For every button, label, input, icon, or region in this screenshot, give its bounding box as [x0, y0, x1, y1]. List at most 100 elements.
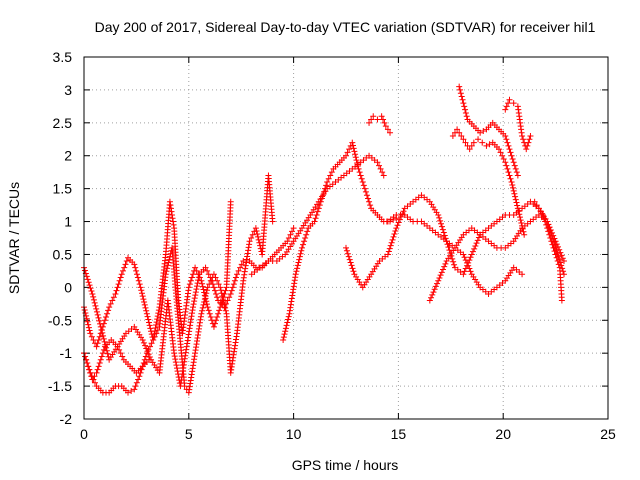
- data-point: [134, 274, 141, 281]
- data-point: [558, 252, 565, 259]
- data-point: [512, 193, 519, 200]
- data-point: [468, 251, 475, 258]
- data-point: [133, 267, 140, 274]
- data-point: [169, 211, 176, 218]
- data-point: [164, 262, 171, 269]
- data-point: [95, 337, 102, 344]
- data-point: [98, 353, 105, 360]
- data-point: [230, 281, 237, 288]
- data-point: [469, 248, 476, 255]
- data-point: [289, 228, 296, 235]
- data-point: [524, 142, 531, 149]
- data-point: [93, 308, 100, 315]
- data-point: [512, 165, 519, 172]
- data-point: [143, 307, 150, 314]
- data-point: [282, 325, 289, 332]
- data-point: [125, 389, 132, 396]
- data-point: [187, 277, 194, 284]
- data-point: [92, 302, 99, 309]
- data-point: [297, 250, 304, 257]
- data-point: [95, 363, 102, 370]
- data-point: [311, 218, 318, 225]
- data-point: [85, 363, 92, 370]
- data-point: [508, 152, 515, 159]
- data-point: [462, 139, 469, 146]
- data-markers: [81, 83, 567, 396]
- data-point: [313, 211, 320, 218]
- series-arc-12: [456, 83, 521, 179]
- data-point: [218, 290, 225, 297]
- data-point: [195, 274, 202, 281]
- data-point: [525, 139, 532, 146]
- data-point: [533, 202, 540, 209]
- data-point: [353, 157, 360, 164]
- data-point: [387, 242, 394, 249]
- data-point: [210, 284, 217, 291]
- data-point: [206, 310, 213, 317]
- data-point: [140, 360, 147, 367]
- data-point: [518, 220, 525, 227]
- plot-frame: [83, 56, 609, 420]
- data-point: [89, 290, 96, 297]
- data-point: [96, 360, 103, 367]
- data-point: [471, 245, 478, 252]
- data-point: [285, 235, 292, 241]
- data-point: [466, 265, 473, 272]
- y-tick-label: 1.5: [53, 181, 73, 197]
- data-point: [365, 195, 372, 202]
- data-point: [462, 257, 469, 264]
- data-point: [142, 304, 149, 311]
- data-point: [558, 297, 565, 304]
- data-point: [88, 333, 95, 340]
- data-point: [100, 335, 107, 342]
- data-point: [440, 266, 447, 273]
- data-point: [87, 330, 94, 337]
- data-point: [516, 211, 523, 218]
- series-arc-3: [81, 225, 297, 390]
- data-point: [141, 298, 148, 305]
- data-point: [167, 202, 174, 209]
- data-point: [162, 271, 169, 278]
- data-point: [366, 119, 373, 126]
- data-point: [287, 231, 294, 238]
- data-point: [296, 256, 303, 263]
- data-point: [87, 285, 94, 292]
- data-point: [544, 225, 551, 232]
- data-point: [379, 169, 386, 176]
- data-point: [109, 297, 116, 304]
- data-point: [461, 254, 468, 261]
- data-point: [504, 165, 511, 172]
- data-point: [312, 215, 319, 222]
- data-point: [519, 222, 526, 229]
- data-point: [133, 379, 140, 386]
- data-point: [396, 216, 403, 223]
- data-point: [199, 307, 206, 314]
- data-point: [284, 319, 291, 326]
- data-point: [171, 353, 178, 360]
- x-tick-label: 15: [391, 426, 407, 442]
- data-point: [520, 136, 527, 143]
- data-point: [426, 297, 433, 304]
- data-point: [87, 369, 94, 376]
- data-point: [505, 169, 512, 176]
- data-point: [188, 274, 195, 281]
- data-point: [363, 192, 370, 199]
- data-point: [169, 215, 176, 222]
- data-point: [128, 388, 135, 395]
- data-point: [391, 230, 398, 237]
- data-point: [215, 281, 222, 288]
- data-point: [91, 373, 98, 380]
- data-point: [86, 282, 93, 289]
- data-point: [345, 253, 352, 260]
- data-point: [214, 277, 221, 284]
- data-point: [505, 142, 512, 149]
- data-point: [193, 283, 200, 290]
- data-point: [202, 293, 209, 300]
- data-point: [94, 366, 101, 373]
- data-point: [154, 327, 161, 334]
- data-point: [513, 169, 520, 176]
- data-point: [461, 103, 468, 110]
- data-point: [290, 225, 297, 232]
- data-point: [298, 244, 305, 251]
- data-point: [153, 319, 160, 326]
